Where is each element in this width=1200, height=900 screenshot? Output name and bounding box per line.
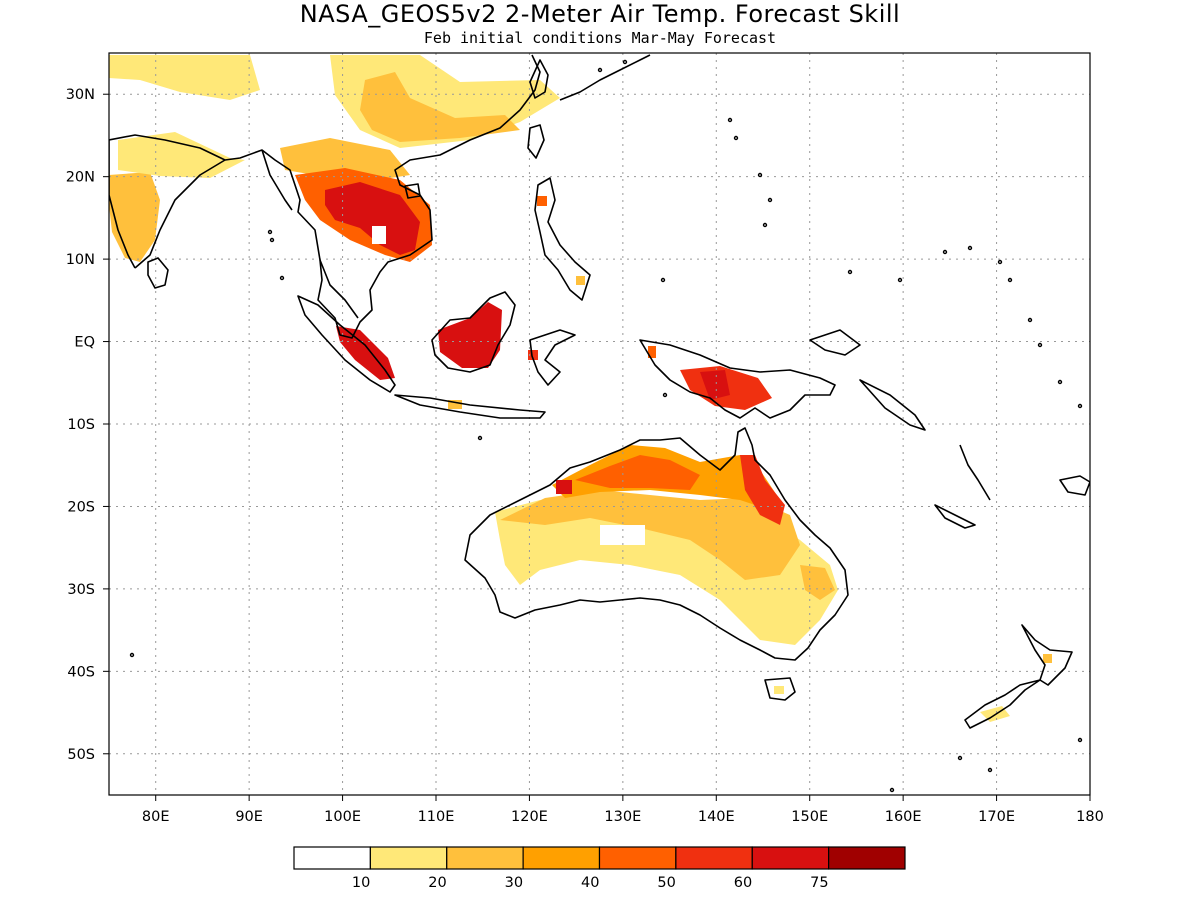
skill-region-china: [360, 72, 520, 142]
coast-nz-south: [964, 679, 1041, 729]
lat-tick-label: 30N: [66, 87, 95, 103]
lon-tick-label: 80E: [142, 809, 170, 825]
colorbar-label: 20: [428, 875, 446, 891]
coast-hainan: [404, 183, 421, 199]
skill-region-sumatra: [336, 326, 395, 380]
map-subtitle: Feb initial conditions Mar-May Forecast: [423, 29, 777, 47]
coast-malay-peninsula: [319, 259, 359, 319]
skill-gap-australia: [600, 525, 645, 545]
coast-korea: [529, 59, 549, 99]
coast-india-west: [109, 140, 136, 269]
lat-tick-label: EQ: [74, 335, 95, 351]
skill-region-eastcoast: [800, 565, 835, 600]
coast-java: [394, 394, 546, 419]
coast-bismarck: [809, 329, 861, 356]
map-title: NASA_GEOS5v2 2-Meter Air Temp. Forecast …: [299, 0, 901, 28]
coast-taiwan: [527, 124, 545, 159]
colorbar-swatch: [828, 846, 906, 870]
colorbar-label: 30: [505, 875, 523, 891]
colorbar-swatch: [522, 846, 601, 870]
colorbar-label: 75: [810, 875, 828, 891]
coast-india-east: [134, 159, 226, 269]
colorbar-label: 10: [352, 875, 370, 891]
map-grid: [109, 53, 1090, 795]
coast-japan: [559, 54, 651, 101]
coast-new-caledonia: [934, 504, 976, 529]
skill-region-himalaya: [109, 55, 260, 100]
coast-australia: [464, 427, 849, 661]
skill-region-new-guinea-core: [700, 370, 730, 400]
coast-solomons: [859, 379, 926, 431]
lat-tick-label: 30S: [67, 582, 95, 598]
coast-burma: [261, 149, 293, 211]
colorbar-label: 60: [734, 875, 752, 891]
latitude-axis: 30N 20N 10N EQ 10S 20S 30S 40S 50S: [66, 87, 109, 763]
colorbar: 10 20 30 40 50 60 75: [293, 846, 906, 891]
skill-region-indochina-core: [325, 182, 420, 255]
skill-region-australia-mid: [500, 490, 800, 580]
skill-spot-wgeorgia: [648, 346, 656, 358]
skill-spot-java: [448, 400, 462, 409]
skill-spot-philippines: [537, 196, 547, 206]
coast-sri-lanka: [147, 257, 169, 289]
small-islands: [129, 59, 1083, 793]
lat-tick-label: 40S: [67, 664, 95, 680]
lat-tick-label: 50S: [67, 747, 95, 763]
lon-tick-label: 150E: [791, 809, 828, 825]
coast-fiji: [1059, 475, 1090, 496]
skill-region-india-light: [118, 132, 245, 178]
colorbar-swatch: [293, 846, 371, 870]
colorbar-swatch: [751, 846, 830, 870]
colorbar-swatch: [369, 846, 448, 870]
colorbar-swatch: [446, 846, 524, 870]
skill-gap-indochina: [372, 226, 386, 244]
coast-philippines: [534, 177, 591, 301]
skill-region-queensland: [740, 455, 785, 525]
skill-spot-kimberley: [556, 480, 572, 494]
lon-tick-label: 90E: [235, 809, 263, 825]
coast-sulawesi: [529, 329, 576, 386]
coast-vanuatu: [959, 444, 991, 501]
lat-tick-label: 10S: [67, 417, 95, 433]
colorbar-label: 40: [581, 875, 599, 891]
lat-tick-label: 10N: [66, 252, 95, 268]
skill-region-yunnan: [280, 138, 410, 182]
coast-new-guinea: [639, 339, 836, 419]
coast-sumatra: [297, 295, 396, 393]
skill-spot-nz-north: [1043, 654, 1052, 663]
lon-tick-label: 180: [1076, 809, 1104, 825]
colorbar-swatch: [598, 846, 677, 870]
lon-tick-label: 170E: [978, 809, 1015, 825]
coastlines: [109, 54, 1090, 729]
lat-tick-label: 20N: [66, 170, 95, 186]
coast-nz-north: [1021, 624, 1073, 686]
coast-tasmania: [764, 677, 796, 701]
skill-spot-sulawesi: [528, 350, 538, 360]
colorbar-label: 50: [657, 875, 675, 891]
lon-tick-label: 100E: [324, 809, 361, 825]
coast-borneo: [431, 291, 516, 373]
colorbar-swatch: [675, 846, 753, 870]
lon-tick-label: 110E: [418, 809, 455, 825]
skill-spot-tasmania: [774, 686, 784, 694]
skill-region-borneo: [438, 302, 502, 368]
skill-spot-mindanao: [576, 276, 585, 285]
lon-tick-label: 160E: [885, 809, 922, 825]
lon-tick-label: 140E: [698, 809, 735, 825]
lon-tick-label: 120E: [511, 809, 548, 825]
lon-tick-label: 130E: [604, 809, 641, 825]
longitude-axis: 80E 90E 100E 110E 120E 130E 140E 150E 160E 170E 18…: [142, 795, 1104, 825]
skill-region-australia-topend: [575, 455, 700, 490]
lat-tick-label: 20S: [67, 499, 95, 515]
